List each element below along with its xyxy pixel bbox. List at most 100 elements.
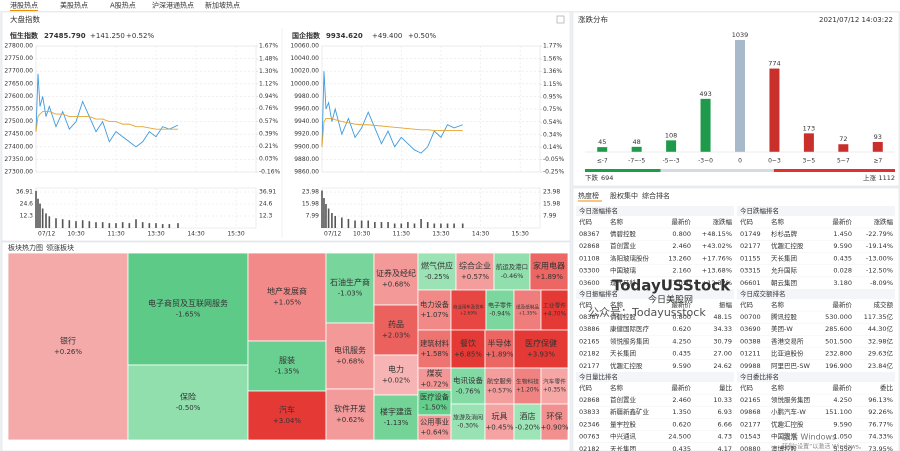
sector-cell[interactable] bbox=[455, 252, 495, 291]
sector-cell[interactable] bbox=[417, 414, 452, 441]
cell[interactable]: 杉杉品牌 bbox=[771, 229, 798, 238]
cell[interactable]: 08367 bbox=[579, 230, 600, 238]
sector-cell[interactable] bbox=[540, 367, 569, 405]
tab[interactable]: 领涨板块 bbox=[46, 243, 74, 252]
cell[interactable]: 优趣汇控股 bbox=[771, 241, 804, 250]
sector-cell[interactable] bbox=[484, 403, 515, 441]
cell[interactable]: 天长集团 bbox=[771, 253, 797, 262]
cell[interactable]: 天长集团 bbox=[610, 444, 636, 451]
sector-cell[interactable] bbox=[127, 252, 249, 366]
cell[interactable]: 腾讯控股 bbox=[771, 312, 798, 321]
cell[interactable]: 小鹏汽车-W bbox=[771, 407, 806, 416]
sector-cell[interactable] bbox=[7, 252, 129, 441]
cell[interactable]: 00763 bbox=[579, 433, 600, 441]
cell[interactable]: 朝云集团 bbox=[771, 278, 797, 287]
sector-cell[interactable] bbox=[417, 389, 452, 416]
cell[interactable]: 00388 bbox=[740, 337, 761, 345]
cell[interactable]: 阿里巴巴-SW bbox=[771, 361, 810, 370]
cell[interactable]: 天长集团 bbox=[610, 349, 636, 358]
cell[interactable]: 美团-W bbox=[771, 324, 793, 333]
sector-cell[interactable] bbox=[417, 329, 452, 369]
sector-cell[interactable] bbox=[247, 252, 327, 342]
cell[interactable]: 倩碧控股 bbox=[610, 312, 637, 321]
sector-cell[interactable] bbox=[373, 394, 419, 441]
cell[interactable]: 倩碧控股 bbox=[610, 229, 637, 238]
sector-cell[interactable] bbox=[529, 252, 569, 291]
cell[interactable]: 03886 bbox=[579, 325, 600, 333]
cell[interactable]: 06601 bbox=[740, 279, 761, 287]
cell[interactable]: 新疆新鑫矿业 bbox=[610, 407, 650, 416]
cell[interactable]: 01211 bbox=[740, 350, 761, 358]
sector-cell[interactable] bbox=[417, 289, 452, 331]
nav-tab[interactable]: 港股热点 bbox=[10, 1, 38, 10]
sector-cell[interactable] bbox=[484, 367, 515, 405]
cell[interactable]: 康健国际医疗 bbox=[610, 324, 650, 333]
cell[interactable]: 02165 bbox=[579, 337, 600, 345]
tab[interactable]: 股权集中 bbox=[610, 191, 638, 200]
cell[interactable]: 03690 bbox=[740, 325, 761, 333]
sector-cell[interactable] bbox=[373, 252, 419, 306]
sector-cell[interactable] bbox=[450, 329, 486, 369]
sector-cell[interactable] bbox=[513, 367, 542, 405]
sector-cell[interactable] bbox=[513, 329, 569, 369]
cell[interactable]: 01543 bbox=[740, 433, 761, 441]
sector-cell[interactable] bbox=[127, 364, 249, 441]
cell[interactable]: 08367 bbox=[579, 313, 600, 321]
sector-cell[interactable] bbox=[373, 304, 419, 356]
tab[interactable]: 板块热力图 bbox=[8, 243, 43, 252]
sector-cell[interactable] bbox=[325, 388, 375, 441]
sector-cell[interactable] bbox=[513, 403, 542, 441]
tab[interactable]: 综合排名 bbox=[642, 191, 670, 200]
sector-cell[interactable] bbox=[325, 252, 375, 324]
cell[interactable]: 03300 bbox=[579, 267, 600, 275]
tab[interactable]: 热度榜 bbox=[578, 191, 599, 200]
cell[interactable]: 03600 bbox=[579, 279, 600, 287]
cell[interactable]: 02177 bbox=[579, 362, 600, 370]
sector-cell[interactable] bbox=[325, 322, 375, 390]
cell[interactable]: 中兴通讯 bbox=[610, 432, 637, 441]
nav-tab[interactable]: 沪深港通热点 bbox=[152, 1, 194, 10]
cell[interactable]: 02346 bbox=[579, 420, 600, 428]
cell[interactable]: 02868 bbox=[579, 242, 600, 250]
cell[interactable]: 01749 bbox=[740, 230, 761, 238]
cell[interactable]: 09868 bbox=[740, 408, 761, 416]
sector-cell[interactable] bbox=[513, 289, 542, 331]
cell[interactable]: 洛阳玻璃股份 bbox=[610, 253, 650, 262]
cell[interactable]: 现代牙科 bbox=[610, 278, 637, 287]
cell[interactable]: 00880 bbox=[740, 445, 761, 451]
sector-cell[interactable] bbox=[540, 403, 569, 441]
sector-cell[interactable] bbox=[540, 289, 569, 331]
cell[interactable]: 02868 bbox=[579, 396, 600, 404]
nav-tab[interactable]: 美股热点 bbox=[60, 1, 88, 10]
sector-cell[interactable] bbox=[484, 329, 515, 369]
nav-tab[interactable]: A股热点 bbox=[110, 1, 136, 10]
cell[interactable]: 首创置业 bbox=[610, 395, 637, 404]
sector-cell[interactable] bbox=[247, 340, 327, 392]
expand-icon[interactable] bbox=[556, 15, 565, 24]
cell[interactable]: 02177 bbox=[740, 420, 761, 428]
cell[interactable]: 01108 bbox=[579, 254, 600, 262]
cell[interactable]: 02165 bbox=[740, 396, 761, 404]
cell[interactable]: 09988 bbox=[740, 362, 761, 370]
cell[interactable]: 香港交易所 bbox=[771, 336, 804, 345]
cell[interactable]: 领悦服务集团 bbox=[771, 395, 810, 404]
cell[interactable]: 02177 bbox=[740, 242, 761, 250]
cell[interactable]: 02182 bbox=[579, 350, 600, 358]
cell[interactable]: 03833 bbox=[579, 408, 600, 416]
sector-cell[interactable] bbox=[450, 403, 486, 441]
sector-cell[interactable] bbox=[417, 252, 457, 291]
cell[interactable]: 中国玻璃 bbox=[610, 266, 637, 275]
cell[interactable]: 优趣汇控股 bbox=[771, 419, 804, 428]
cell[interactable]: 允升国际 bbox=[771, 266, 798, 275]
cell[interactable]: 量宇控股 bbox=[610, 419, 637, 428]
sector-cell[interactable] bbox=[450, 367, 486, 405]
cell[interactable]: 比亚迪股份 bbox=[771, 349, 804, 358]
sector-cell[interactable] bbox=[373, 354, 419, 396]
cell[interactable]: 02182 bbox=[579, 445, 600, 451]
cell[interactable]: 优趣汇控股 bbox=[610, 361, 643, 370]
cell[interactable]: 澳博控股 bbox=[771, 444, 798, 451]
cell[interactable]: 01155 bbox=[740, 254, 761, 262]
nav-tab[interactable]: 新加坡热点 bbox=[205, 1, 240, 10]
cell[interactable]: 00700 bbox=[740, 313, 761, 321]
sector-cell[interactable] bbox=[247, 390, 327, 441]
